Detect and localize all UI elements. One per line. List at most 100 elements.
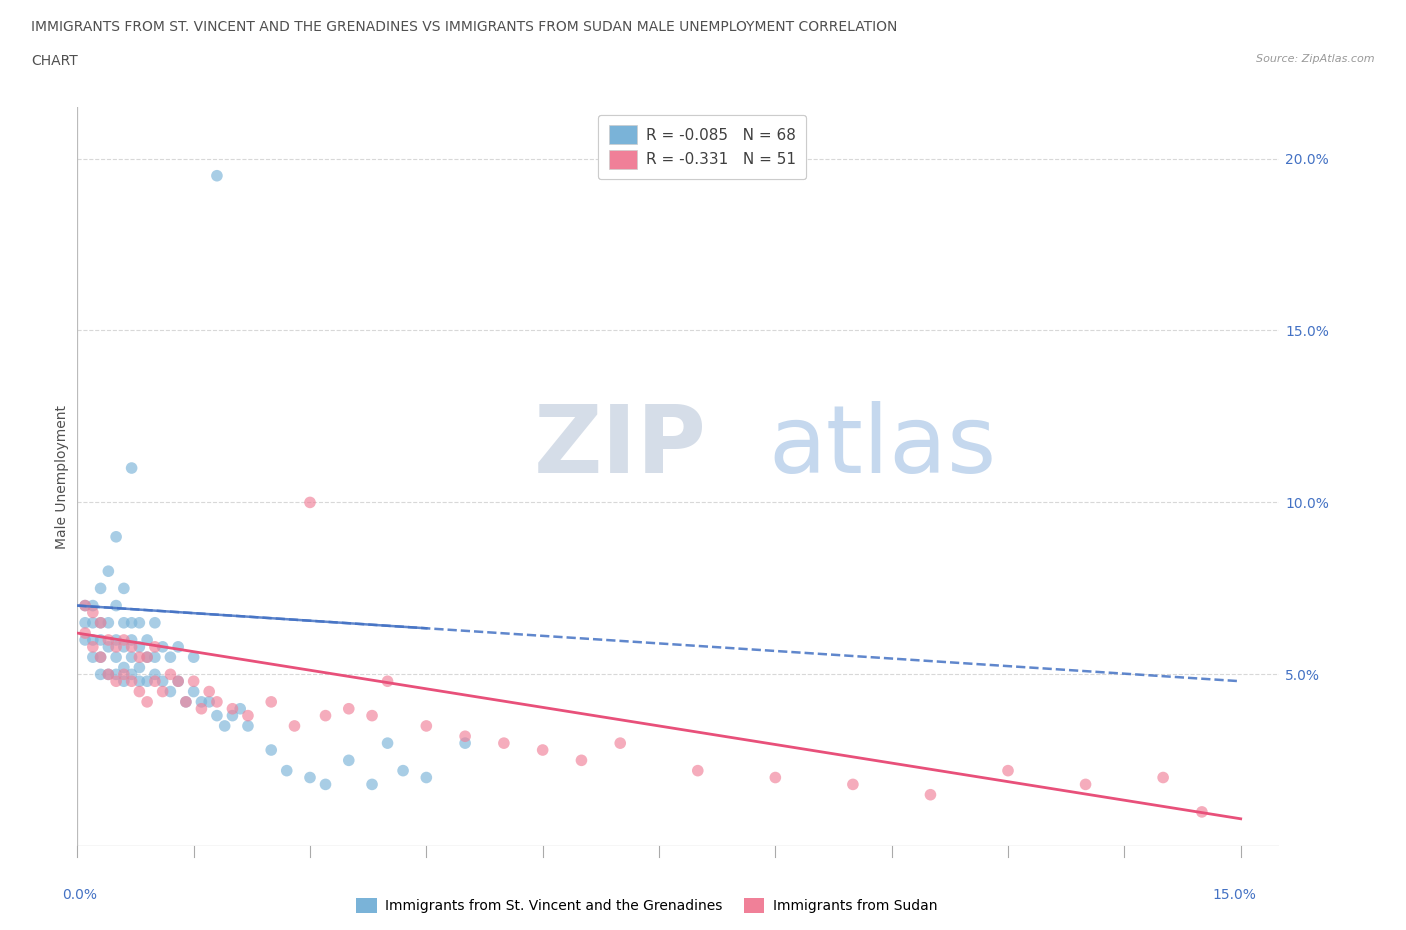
Point xyxy=(121,460,143,475)
Point xyxy=(686,764,709,778)
Text: CHART: CHART xyxy=(31,54,77,68)
Point xyxy=(75,598,97,613)
Point xyxy=(128,650,150,665)
Point xyxy=(454,736,477,751)
Point xyxy=(82,640,104,655)
Point xyxy=(997,764,1019,778)
Point xyxy=(377,674,399,689)
Point xyxy=(143,616,166,631)
Point xyxy=(82,632,104,647)
Point xyxy=(531,742,554,757)
Text: Source: ZipAtlas.com: Source: ZipAtlas.com xyxy=(1257,54,1375,64)
Point xyxy=(167,640,190,655)
Point xyxy=(128,616,150,631)
Point xyxy=(152,640,174,655)
Point xyxy=(97,564,120,578)
Point xyxy=(75,616,97,631)
Point xyxy=(415,719,437,734)
Point xyxy=(82,616,104,631)
Point xyxy=(167,674,190,689)
Point xyxy=(121,632,143,647)
Point xyxy=(159,684,181,699)
Point xyxy=(121,667,143,682)
Point xyxy=(190,701,212,716)
Point xyxy=(337,701,360,716)
Point xyxy=(198,695,221,710)
Text: 15.0%: 15.0% xyxy=(1212,887,1256,901)
Point xyxy=(136,632,159,647)
Point xyxy=(1074,777,1097,791)
Point xyxy=(90,650,112,665)
Text: IMMIGRANTS FROM ST. VINCENT AND THE GRENADINES VS IMMIGRANTS FROM SUDAN MALE UNE: IMMIGRANTS FROM ST. VINCENT AND THE GREN… xyxy=(31,20,897,34)
Point xyxy=(283,719,305,734)
Point xyxy=(198,684,221,699)
Point xyxy=(112,667,135,682)
Point xyxy=(121,640,143,655)
Point xyxy=(143,650,166,665)
Point xyxy=(82,650,104,665)
Point xyxy=(159,650,181,665)
Point xyxy=(492,736,515,751)
Point xyxy=(97,632,120,647)
Point xyxy=(392,764,415,778)
Point xyxy=(90,632,112,647)
Point xyxy=(105,598,128,613)
Point xyxy=(183,674,205,689)
Point xyxy=(112,640,135,655)
Point xyxy=(128,640,150,655)
Point xyxy=(229,701,252,716)
Point xyxy=(82,598,104,613)
Point xyxy=(260,695,283,710)
Point xyxy=(315,777,337,791)
Point xyxy=(90,616,112,631)
Point xyxy=(183,650,205,665)
Point xyxy=(136,650,159,665)
Point xyxy=(221,701,243,716)
Point xyxy=(121,650,143,665)
Text: ZIP: ZIP xyxy=(534,401,707,493)
Point xyxy=(159,667,181,682)
Point xyxy=(205,695,228,710)
Point xyxy=(190,695,212,710)
Point xyxy=(236,708,259,723)
Point xyxy=(152,684,174,699)
Point xyxy=(136,695,159,710)
Legend: R = -0.085   N = 68, R = -0.331   N = 51: R = -0.085 N = 68, R = -0.331 N = 51 xyxy=(599,114,807,179)
Text: atlas: atlas xyxy=(769,401,997,493)
Point xyxy=(298,495,321,510)
Point xyxy=(90,650,112,665)
Point xyxy=(90,616,112,631)
Point xyxy=(121,616,143,631)
Point xyxy=(174,695,197,710)
Point xyxy=(105,632,128,647)
Point xyxy=(205,168,228,183)
Point xyxy=(136,650,159,665)
Point xyxy=(97,667,120,682)
Point xyxy=(454,729,477,744)
Point xyxy=(112,660,135,675)
Point xyxy=(361,708,384,723)
Point xyxy=(112,581,135,596)
Point xyxy=(105,650,128,665)
Point xyxy=(920,788,942,803)
Point xyxy=(112,674,135,689)
Point xyxy=(167,674,190,689)
Point xyxy=(337,753,360,768)
Point xyxy=(298,770,321,785)
Point xyxy=(112,616,135,631)
Point xyxy=(315,708,337,723)
Point xyxy=(1152,770,1174,785)
Point xyxy=(183,684,205,699)
Text: 0.0%: 0.0% xyxy=(62,887,97,901)
Point xyxy=(143,667,166,682)
Point xyxy=(361,777,384,791)
Point xyxy=(90,667,112,682)
Point xyxy=(75,626,97,641)
Point xyxy=(128,684,150,699)
Point xyxy=(97,667,120,682)
Point xyxy=(97,616,120,631)
Point xyxy=(75,598,97,613)
Y-axis label: Male Unemployment: Male Unemployment xyxy=(55,405,69,549)
Point xyxy=(236,719,259,734)
Point xyxy=(143,640,166,655)
